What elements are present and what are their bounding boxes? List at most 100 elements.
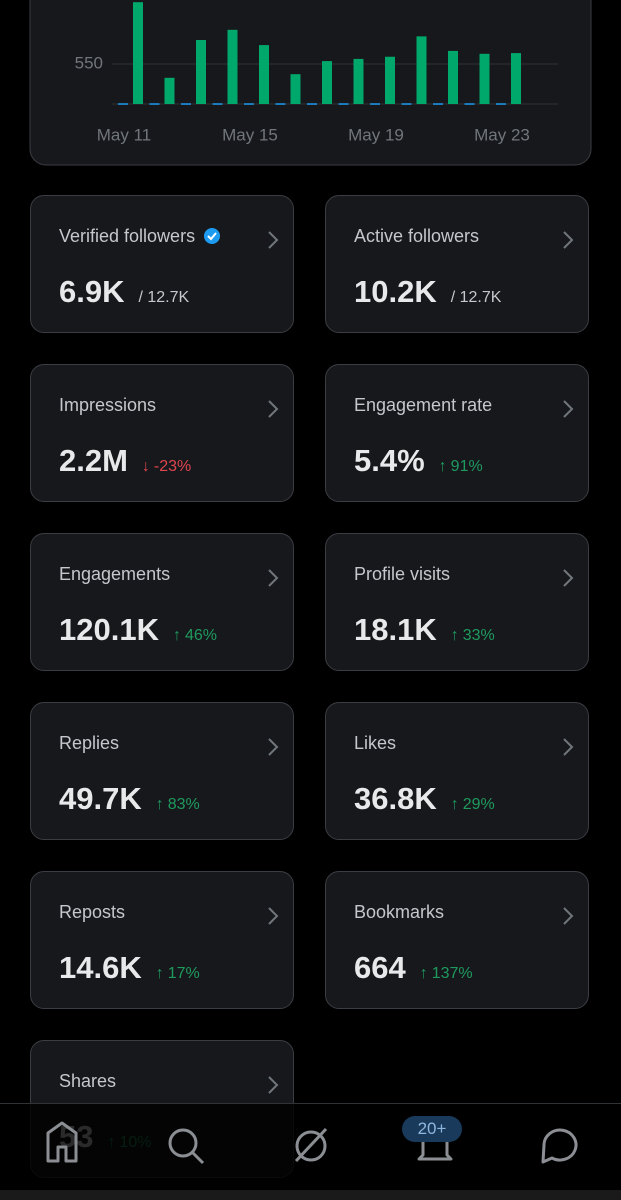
metric-value-text: 18.1K	[354, 612, 437, 647]
metric-card[interactable]: Likes 36.8K ↑ 29%	[325, 702, 589, 840]
metric-card[interactable]: Impressions 2.2M ↓ -23%	[30, 364, 294, 502]
bar	[448, 50, 458, 104]
metric-change: ↑ 17%	[156, 965, 200, 982]
bar	[385, 56, 395, 104]
chevron	[562, 906, 574, 931]
metric-title-text: Engagements	[59, 564, 171, 584]
metric-card[interactable]: Verified followers 6.9K / 12.7K	[30, 195, 294, 333]
y-tick-label: 550	[75, 53, 103, 72]
bar	[164, 77, 175, 104]
metric-value-text: 6.9K	[59, 274, 125, 309]
notification-badge: 20+	[402, 1116, 462, 1142]
metric-title-text: Replies	[59, 733, 120, 753]
bar	[227, 29, 238, 104]
metric-value: 5.4% ↑ 91%	[354, 443, 483, 479]
metric-value: 2.2M ↓ -23%	[59, 443, 191, 479]
bar	[133, 2, 143, 105]
grok-icon[interactable]	[295, 1130, 327, 1162]
bar	[401, 103, 412, 105]
chevron	[562, 568, 574, 593]
metric-title: Engagements	[59, 564, 170, 585]
chart: 550 May 11 May 15 May 19 May 23	[29, 0, 592, 166]
bar	[196, 40, 206, 104]
metric-card[interactable]: Bookmarks 664 ↑ 137%	[325, 871, 589, 1009]
metric-value-text: 14.6K	[59, 950, 142, 985]
bar	[322, 61, 332, 104]
metric-card[interactable]: Profile visits 18.1K ↑ 33%	[325, 533, 589, 671]
bar	[290, 74, 301, 104]
metric-value: 664 ↑ 137%	[354, 950, 473, 986]
metric-change: ↑ 33%	[451, 627, 495, 644]
change-text: 17%	[167, 965, 200, 982]
metric-value: 6.9K / 12.7K	[59, 274, 189, 310]
metric-title-text: Shares	[59, 1071, 117, 1091]
metric-title-text: Active followers	[354, 226, 480, 246]
bar	[433, 103, 443, 105]
metric-title: Shares	[59, 1071, 116, 1092]
metric-value-text: 49.7K	[59, 781, 142, 816]
metric-change: ↑ 137%	[420, 965, 473, 982]
metric-title: Replies	[59, 733, 119, 754]
metric-card[interactable]: Replies 49.7K ↑ 83%	[30, 702, 294, 840]
bar	[370, 103, 380, 105]
metric-value-text: 10.2K	[354, 274, 437, 309]
bar	[149, 103, 160, 105]
chevron	[562, 399, 574, 424]
bar	[307, 103, 317, 105]
home-icon[interactable]	[46, 1121, 78, 1163]
metric-change: ↑ 83%	[156, 796, 200, 813]
change-text: 137%	[431, 965, 473, 982]
change-arrow: ↑	[419, 965, 428, 982]
messages-icon[interactable]	[541, 1128, 578, 1164]
metric-title: Engagement rate	[354, 395, 492, 416]
metric-value-text: 36.8K	[354, 781, 437, 816]
metric-value-text: 5.4%	[354, 443, 425, 478]
bar	[275, 103, 286, 105]
chevron	[267, 1075, 279, 1100]
metric-card[interactable]: Reposts 14.6K ↑ 17%	[30, 871, 294, 1009]
change-text: 83%	[167, 796, 200, 813]
change-text: 29%	[462, 796, 495, 813]
bar	[244, 103, 254, 105]
metric-value: 49.7K ↑ 83%	[59, 781, 200, 817]
metric-title: Bookmarks	[354, 902, 444, 923]
bar	[181, 103, 191, 105]
metric-change: ↓ -23%	[142, 458, 191, 475]
metric-card[interactable]: Engagement rate 5.4% ↑ 91%	[325, 364, 589, 502]
metric-card[interactable]: Engagements 120.1K ↑ 46%	[30, 533, 294, 671]
chevron	[562, 230, 574, 255]
metric-title: Verified followers	[59, 226, 221, 247]
bar	[496, 103, 506, 105]
metric-title-text: Verified followers	[59, 226, 196, 246]
metric-title-text: Reposts	[59, 902, 126, 922]
metric-total: / 12.7K	[138, 289, 190, 306]
metric-title: Profile visits	[354, 564, 450, 585]
chevron	[267, 230, 279, 255]
metric-value-text: 664	[354, 950, 406, 985]
change-text: 46%	[184, 627, 217, 644]
bar	[259, 45, 269, 104]
metric-title-text: Profile visits	[354, 564, 451, 584]
bar	[338, 103, 349, 105]
metric-title: Reposts	[59, 902, 125, 923]
change-arrow: ↑	[172, 627, 181, 644]
search-icon[interactable]	[168, 1128, 198, 1158]
change-text: 91%	[450, 458, 483, 475]
metric-value: 18.1K ↑ 33%	[354, 612, 495, 648]
x-tick-label: May 19	[348, 125, 404, 144]
change-arrow: ↑	[450, 796, 459, 813]
chevron	[267, 399, 279, 424]
bar	[511, 53, 521, 104]
metric-value-text: 120.1K	[59, 612, 159, 647]
metric-value: 14.6K ↑ 17%	[59, 950, 200, 986]
metric-title-text: Bookmarks	[354, 902, 445, 922]
verified-badge	[195, 226, 221, 246]
metric-title-text: Engagement rate	[354, 395, 493, 415]
change-text: -23%	[153, 458, 192, 475]
bar	[464, 103, 475, 105]
change-arrow: ↑	[450, 627, 459, 644]
metric-title: Active followers	[354, 226, 479, 247]
metric-card[interactable]: Active followers 10.2K / 12.7K	[325, 195, 589, 333]
chart-card	[29, 0, 592, 166]
